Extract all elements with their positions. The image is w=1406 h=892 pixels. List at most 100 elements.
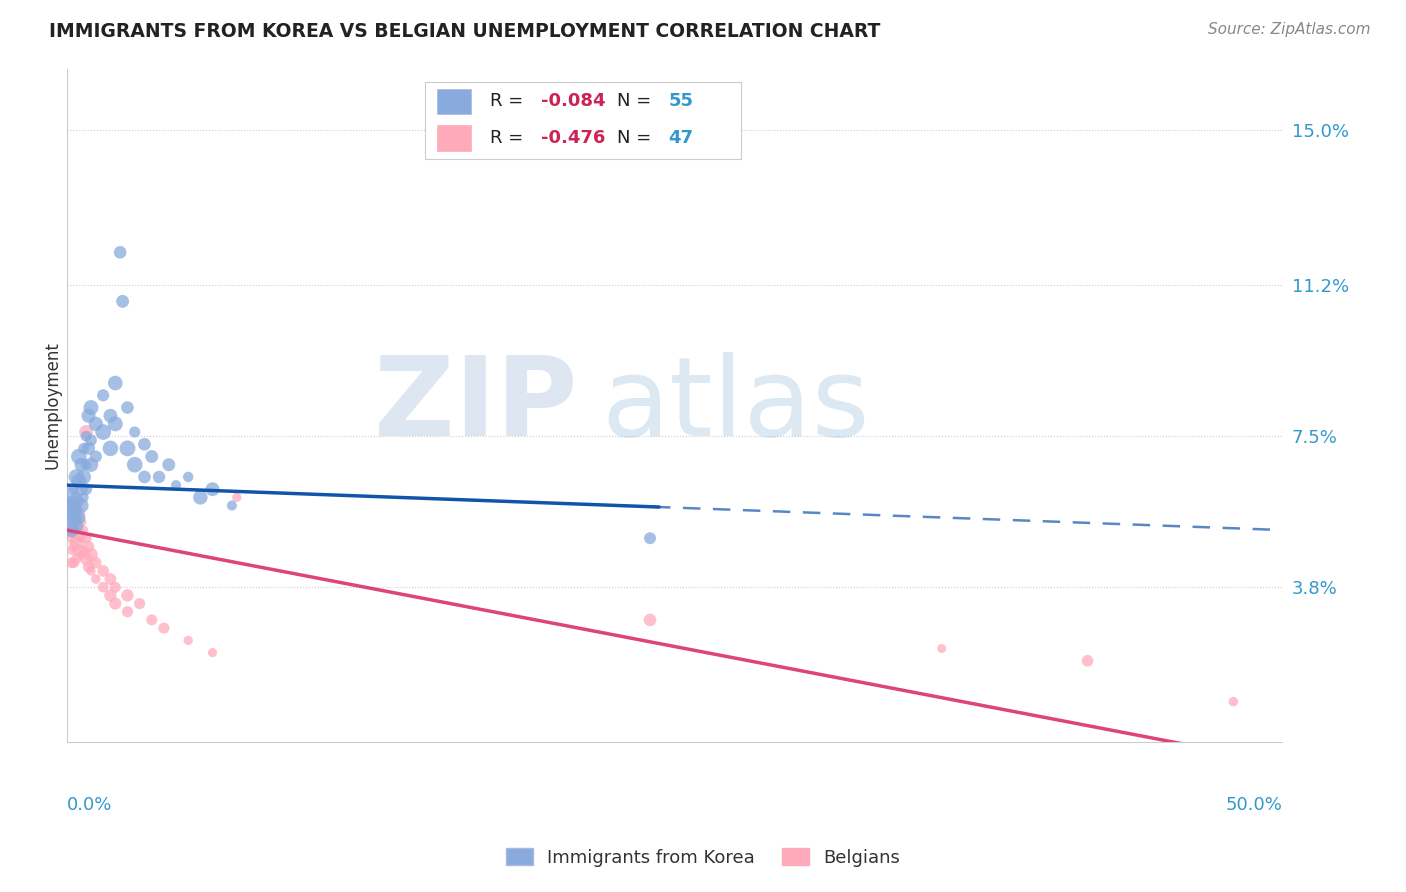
Point: [117, 442, 139, 456]
Point: [63, 510, 86, 524]
Point: [84, 450, 107, 464]
Point: [141, 613, 163, 627]
Point: [117, 605, 139, 619]
Point: [60, 543, 83, 558]
Text: -0.476: -0.476: [541, 128, 605, 147]
Text: Source: ZipAtlas.com: Source: ZipAtlas.com: [1208, 22, 1371, 37]
Point: [70, 482, 93, 496]
Point: [60, 499, 83, 513]
Point: [91, 580, 114, 594]
Point: [108, 245, 131, 260]
Point: [157, 458, 180, 472]
Point: [60, 556, 83, 570]
Point: [141, 450, 163, 464]
Text: 55: 55: [668, 93, 693, 111]
Point: [70, 531, 93, 545]
Point: [80, 458, 103, 472]
Point: [63, 523, 86, 537]
Point: [67, 510, 90, 524]
Point: [65, 499, 87, 513]
Point: [148, 470, 170, 484]
Point: [65, 551, 87, 566]
Point: [84, 556, 107, 570]
Point: [80, 564, 103, 578]
Point: [931, 641, 953, 656]
Point: [70, 499, 93, 513]
Text: N =: N =: [617, 93, 657, 111]
Point: [124, 458, 146, 472]
Point: [73, 470, 96, 484]
Point: [91, 388, 114, 402]
FancyBboxPatch shape: [425, 82, 741, 160]
Point: [104, 597, 127, 611]
Point: [100, 442, 122, 456]
Legend: Immigrants from Korea, Belgians: Immigrants from Korea, Belgians: [498, 841, 908, 874]
Point: [58, 491, 80, 505]
Point: [70, 548, 93, 562]
Point: [75, 458, 97, 472]
Point: [104, 580, 127, 594]
Point: [73, 491, 96, 505]
Point: [77, 540, 100, 554]
Point: [117, 401, 139, 415]
Point: [67, 450, 90, 464]
Text: R =: R =: [489, 128, 529, 147]
Text: R =: R =: [489, 93, 529, 111]
Text: IMMIGRANTS FROM KOREA VS BELGIAN UNEMPLOYMENT CORRELATION CHART: IMMIGRANTS FROM KOREA VS BELGIAN UNEMPLO…: [49, 22, 880, 41]
Point: [75, 482, 97, 496]
Point: [65, 519, 87, 533]
Point: [1076, 654, 1098, 668]
Point: [100, 588, 122, 602]
Point: [100, 409, 122, 423]
Point: [67, 507, 90, 521]
Point: [177, 470, 200, 484]
Point: [65, 470, 87, 484]
Point: [67, 494, 90, 508]
Y-axis label: Unemployment: Unemployment: [44, 342, 60, 469]
Point: [638, 613, 661, 627]
Point: [80, 401, 103, 415]
Point: [70, 515, 93, 529]
Point: [67, 527, 90, 541]
Point: [84, 572, 107, 586]
Point: [70, 458, 93, 472]
Point: [84, 417, 107, 431]
Point: [201, 646, 224, 660]
Text: ZIP: ZIP: [374, 352, 576, 459]
Point: [63, 482, 86, 496]
Point: [77, 409, 100, 423]
Point: [91, 425, 114, 439]
Point: [75, 429, 97, 443]
Point: [128, 597, 150, 611]
Point: [104, 417, 127, 431]
Text: atlas: atlas: [602, 352, 870, 459]
Point: [124, 425, 146, 439]
Point: [190, 491, 212, 505]
Point: [63, 540, 86, 554]
Point: [60, 523, 83, 537]
Text: N =: N =: [617, 128, 657, 147]
Point: [134, 470, 156, 484]
Point: [75, 425, 97, 439]
FancyBboxPatch shape: [437, 125, 471, 151]
Point: [134, 437, 156, 451]
Point: [75, 531, 97, 545]
Text: 47: 47: [668, 128, 693, 147]
Point: [177, 633, 200, 648]
Point: [638, 531, 661, 545]
Text: 0.0%: 0.0%: [66, 796, 112, 814]
Point: [58, 523, 80, 537]
FancyBboxPatch shape: [437, 88, 471, 114]
Point: [73, 442, 96, 456]
Point: [65, 519, 87, 533]
Point: [80, 433, 103, 447]
Point: [65, 502, 87, 516]
Point: [77, 559, 100, 574]
Point: [75, 551, 97, 566]
Point: [201, 482, 224, 496]
Point: [65, 535, 87, 549]
Point: [100, 572, 122, 586]
Point: [73, 523, 96, 537]
Point: [73, 543, 96, 558]
Point: [60, 510, 83, 524]
